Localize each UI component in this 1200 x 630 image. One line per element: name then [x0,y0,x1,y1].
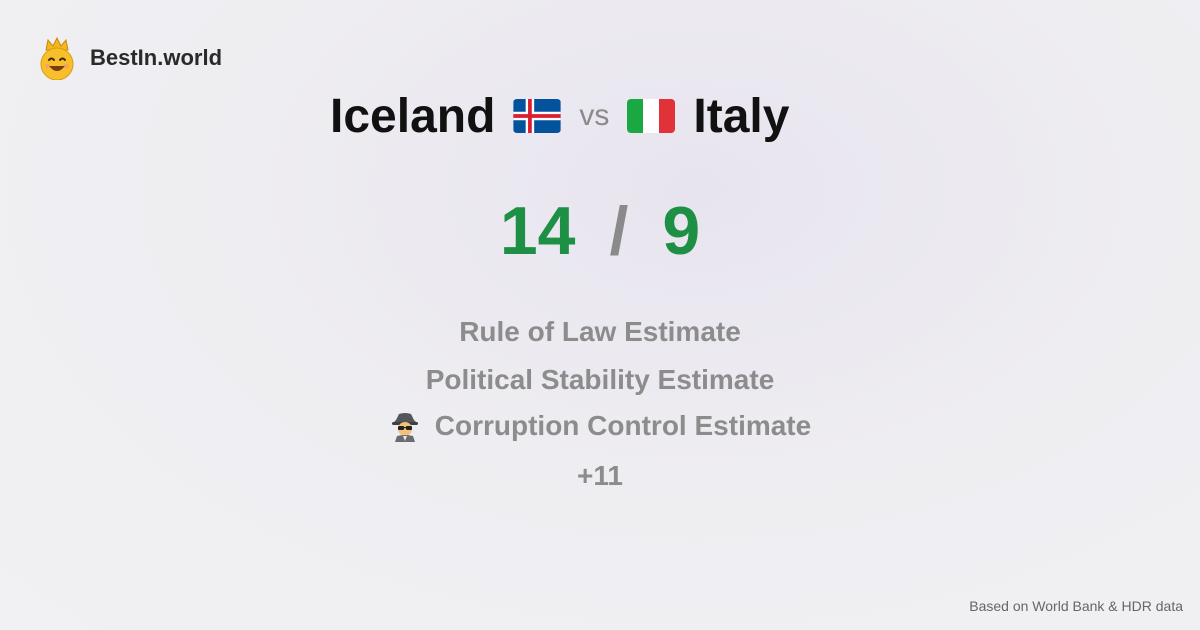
more-label: +11 [577,460,623,491]
metric-label: Corruption Control Estimate [434,410,812,441]
smiling-king-icon [40,36,74,80]
iceland-flag-icon [513,99,562,133]
left-country-name: Iceland [330,89,496,143]
brand[interactable]: BestIn.world [38,36,222,80]
score: 14 / 9 [0,192,1200,270]
spy-icon [391,413,418,442]
comparison-title: Iceland vs Italy [330,86,789,146]
right-score: 9 [662,193,701,269]
metric-item: Political Stability Estimate [0,364,1200,396]
metric-label: Political Stability Estimate [425,364,775,395]
score-separator: / [609,193,629,269]
vs-label: vs [579,99,610,132]
metric-item: Rule of Law Estimate [0,316,1200,348]
right-country-name: Italy [693,89,790,143]
italy-flag-icon [627,99,676,133]
data-source-note: Based on World Bank & HDR data [969,598,1183,614]
brand-name: BestIn.world [90,45,223,70]
metric-label: Rule of Law Estimate [459,316,741,347]
more-metrics-count: +11 [0,460,1200,492]
metric-item: Corruption Control Estimate [0,410,1200,449]
left-score: 14 [499,193,576,269]
